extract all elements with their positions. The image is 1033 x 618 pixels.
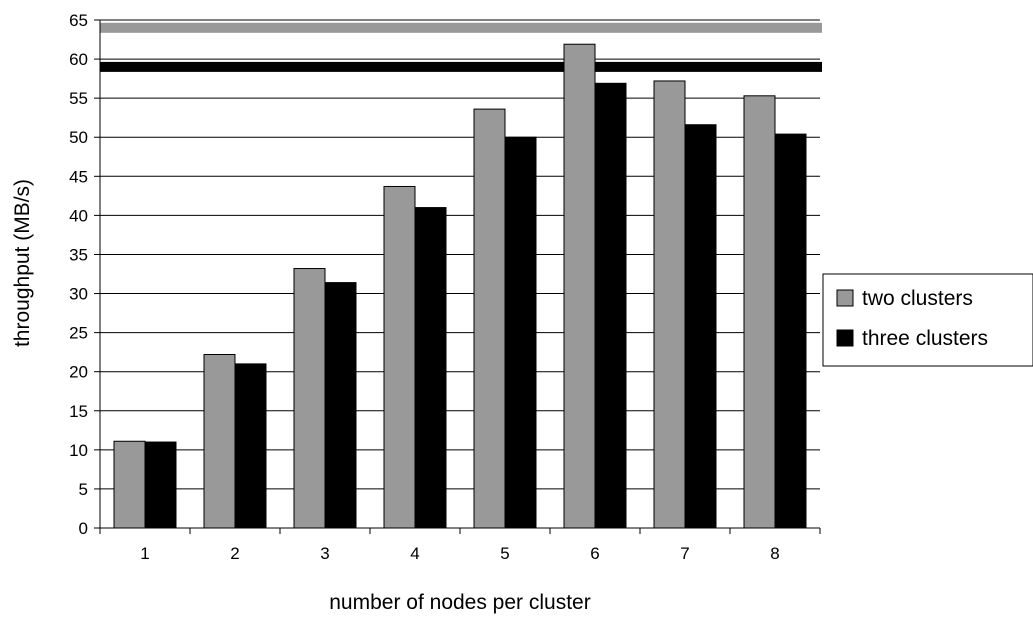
legend-box — [822, 273, 1033, 367]
legend-label-two-clusters: two clusters — [862, 287, 973, 310]
x-tick-label: 1 — [140, 544, 149, 563]
y-tick-label: 10 — [69, 441, 88, 460]
bar-two-clusters-1 — [113, 440, 146, 529]
bar-two-clusters-8 — [743, 95, 776, 529]
y-tick-label: 25 — [69, 324, 88, 343]
legend-swatch-three-clusters — [836, 329, 854, 347]
x-tick-label: 8 — [770, 544, 779, 563]
y-tick-label: 0 — [79, 519, 88, 538]
bar-two-clusters-4 — [383, 185, 416, 529]
bar-two-clusters-7 — [653, 80, 686, 529]
bar-two-clusters-5 — [473, 108, 506, 529]
legend: two clusters three clusters — [822, 273, 1033, 367]
reference-line-2 — [100, 61, 822, 72]
bar-three-clusters-7 — [684, 124, 717, 529]
x-tick-label: 7 — [680, 544, 689, 563]
y-tick-label: 5 — [79, 480, 88, 499]
y-axis-title: throughput (MB/s) — [11, 179, 34, 347]
y-tick-label: 60 — [69, 50, 88, 69]
legend-label-three-clusters: three clusters — [862, 327, 988, 350]
bar-three-clusters-1 — [144, 441, 177, 529]
x-tick-label: 6 — [590, 544, 599, 563]
reference-lines — [100, 22, 822, 72]
y-tick-label: 35 — [69, 245, 88, 264]
bar-two-clusters-2 — [203, 353, 236, 529]
x-tick-label: 5 — [500, 544, 509, 563]
bar-three-clusters-2 — [234, 363, 267, 529]
bars — [113, 43, 807, 529]
y-tick-label: 55 — [69, 89, 88, 108]
bar-three-clusters-3 — [324, 282, 357, 529]
y-tick-label: 50 — [69, 128, 88, 147]
bar-three-clusters-4 — [414, 207, 447, 529]
x-axis-title: number of nodes per cluster — [329, 591, 590, 614]
y-tick-label: 40 — [69, 206, 88, 225]
bar-three-clusters-8 — [774, 133, 807, 529]
y-tick-label: 65 — [69, 11, 88, 30]
y-tick-label: 45 — [69, 167, 88, 186]
bar-three-clusters-5 — [504, 136, 537, 529]
legend-swatch-two-clusters — [836, 289, 854, 307]
bar-two-clusters-6 — [563, 43, 596, 529]
y-tick-label: 20 — [69, 363, 88, 382]
bar-three-clusters-6 — [594, 82, 627, 529]
x-tick-label: 4 — [410, 544, 419, 563]
axes — [94, 19, 821, 534]
x-tick-label: 2 — [230, 544, 239, 563]
reference-line-1 — [100, 22, 822, 33]
y-tick-label: 30 — [69, 285, 88, 304]
bar-two-clusters-3 — [293, 268, 326, 529]
y-tick-label: 15 — [69, 402, 88, 421]
x-tick-label: 3 — [320, 544, 329, 563]
